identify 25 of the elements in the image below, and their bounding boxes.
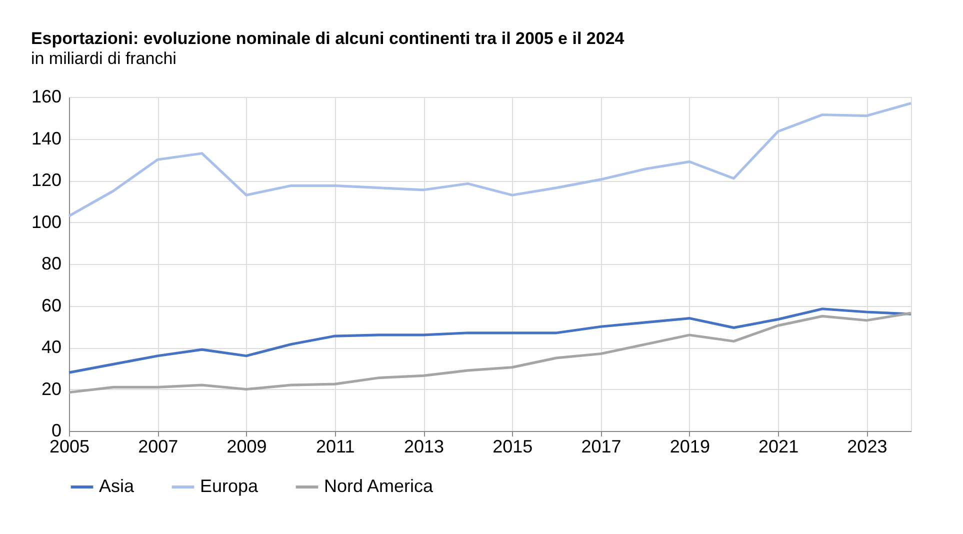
y-tick-label: 20	[41, 378, 62, 399]
legend-label: Asia	[99, 476, 136, 496]
x-tick-label: 2011	[316, 436, 355, 456]
legend-label: Europa	[200, 476, 260, 496]
legend-label: Nord America	[324, 476, 434, 496]
line-series	[68, 312, 912, 394]
x-tick-label: 2007	[138, 436, 178, 456]
y-tick-label: 140	[31, 128, 62, 148]
x-tick-label: 2013	[404, 436, 444, 456]
y-tick-label: 120	[31, 170, 62, 190]
x-tick-label: 2009	[226, 436, 267, 456]
line-series	[68, 102, 912, 218]
x-tick-label: 2021	[758, 436, 799, 456]
chart-title: Esportazioni: evoluzione nominale di alcuni continenti tra il 2005 e il 2024	[30, 29, 625, 48]
chart-subtitle: in miliardi di franchi	[30, 49, 176, 68]
line-series	[68, 308, 912, 374]
x-tick-label: 2019	[670, 436, 710, 456]
y-tick-label: 100	[31, 212, 62, 232]
y-tick-label: 40	[41, 337, 62, 357]
x-tick-label: 2015	[492, 436, 533, 456]
y-tick-label: 80	[41, 254, 62, 274]
y-tick-label: 60	[41, 295, 62, 316]
y-tick-label: 160	[31, 86, 62, 106]
x-tick-label: 2017	[581, 436, 622, 456]
x-tick-label: 2023	[847, 436, 888, 456]
